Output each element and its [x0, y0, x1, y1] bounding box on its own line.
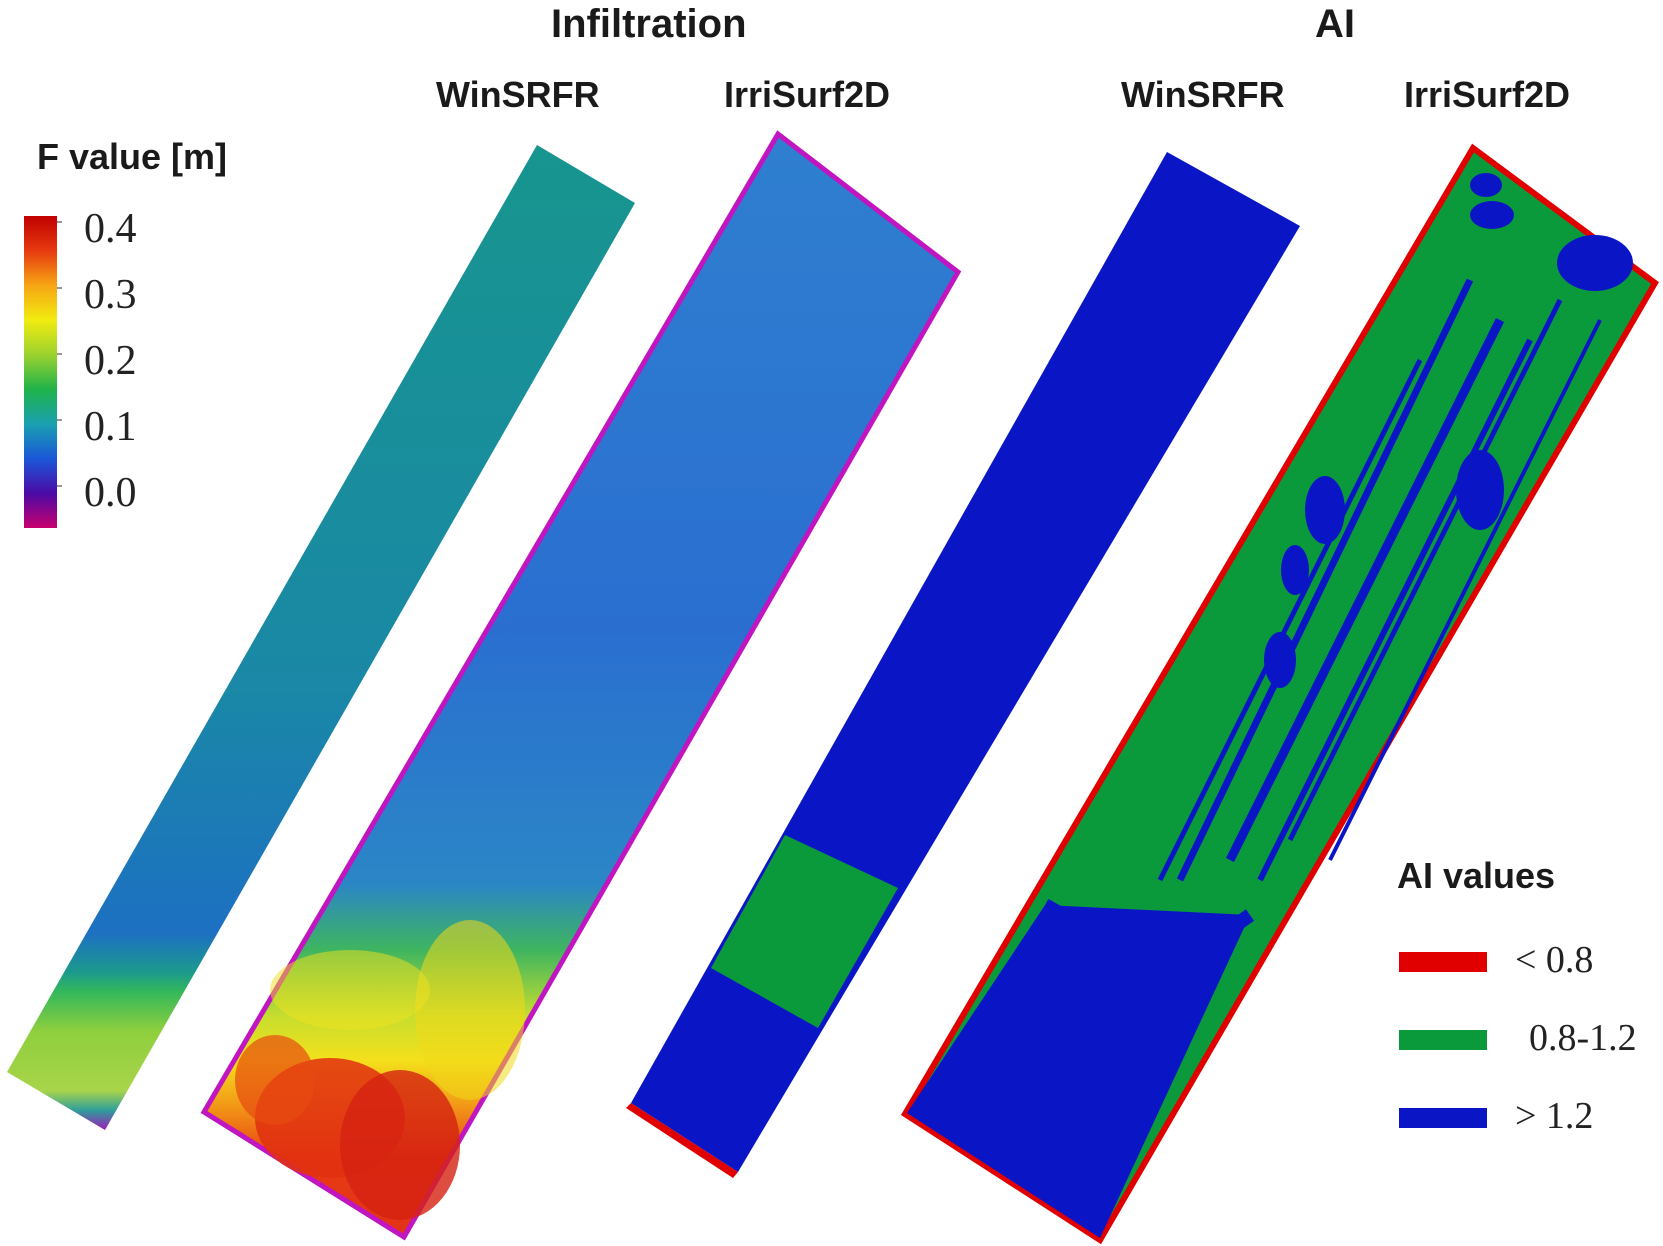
ai-legend-label-low: < 0.8 [1515, 939, 1594, 981]
heading-ai: AI [1315, 2, 1355, 46]
colorbar-tick-label: 0.2 [84, 338, 137, 384]
irrisurf2d-infiltration-strip [200, 130, 962, 1241]
ai-legend-swatch-low [1399, 952, 1487, 972]
winsrfr-infiltration-strip [7, 145, 635, 1130]
heading-infiltration: Infiltration [551, 2, 747, 46]
colorbar-tick-label: 0.1 [84, 404, 137, 450]
colorbar-tick-label: 0.4 [84, 206, 137, 252]
winsrfr-ai-strip [626, 152, 1300, 1178]
panel-title-winsrfr-infiltration: WinSRFR [436, 74, 600, 115]
panel-title-irrisurf2d-infiltration: IrriSurf2D [724, 74, 891, 115]
ai-legend-swatch-mid [1399, 1030, 1487, 1050]
ai-legend-swatch-high [1399, 1108, 1487, 1128]
panel-title-winsrfr-ai: WinSRFR [1121, 74, 1285, 115]
ai-legend-label-high: > 1.2 [1515, 1095, 1594, 1137]
ai-legend-label-mid: 0.8-1.2 [1529, 1017, 1637, 1059]
ai-legend-title: AI values [1397, 855, 1556, 896]
f-value-colorbar [24, 216, 62, 528]
colorbar-tick-label: 0.0 [84, 470, 137, 516]
panel-title-irrisurf2d-ai: IrriSurf2D [1404, 74, 1571, 115]
irrisurf2d-ai-strip [900, 143, 1659, 1245]
colorbar-tick-label: 0.3 [84, 272, 137, 318]
colorbar-title: F value [m] [37, 136, 228, 177]
